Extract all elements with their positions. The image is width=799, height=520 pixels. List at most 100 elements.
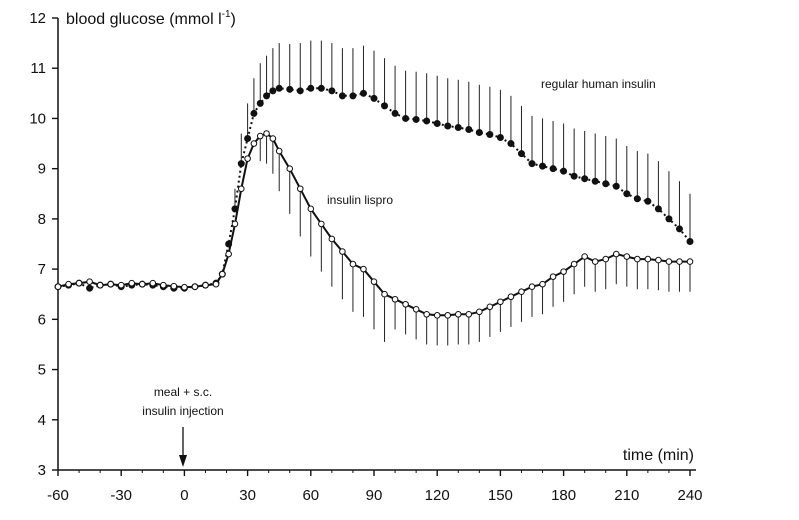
data-point-lispro: [328, 235, 336, 243]
data-point-regular: [675, 225, 683, 233]
data-point-lispro: [391, 295, 399, 303]
y-tick-label-9: 9: [38, 161, 46, 178]
y-tick-label-8: 8: [38, 211, 46, 228]
axes: [57, 18, 696, 471]
data-point-regular: [231, 205, 239, 213]
data-point-lispro: [65, 280, 72, 288]
y-tick-label-11: 11: [30, 60, 46, 77]
data-point-regular: [391, 109, 399, 117]
data-point-lispro: [275, 147, 283, 155]
data-point-lispro: [518, 288, 525, 296]
x-tick-label-240: 240: [677, 487, 702, 504]
data-point-lispro: [444, 312, 452, 319]
data-point-lispro: [225, 250, 232, 258]
data-point-lispro: [433, 312, 441, 319]
data-point-lispro: [634, 255, 641, 263]
data-point-regular: [269, 87, 277, 95]
data-point-lispro: [644, 255, 652, 263]
data-points: [54, 84, 694, 319]
data-point-regular: [581, 175, 589, 183]
data-point-regular: [654, 205, 662, 213]
data-point-lispro: [202, 281, 209, 289]
data-point-lispro: [250, 140, 258, 147]
event-label-line1: meal + s.c.: [154, 385, 212, 399]
data-point-regular: [496, 134, 504, 142]
series-label-lispro: insulin lispro: [327, 193, 393, 207]
data-point-regular: [381, 102, 389, 110]
data-point-regular: [86, 284, 94, 292]
data-point-lispro: [560, 268, 567, 275]
data-point-regular: [275, 84, 283, 92]
x-tick-label-180: 180: [551, 487, 576, 504]
ticks: 3 4 5 6 7 8 9 10 11 12 -60 -30 0 30 60 90 120 150 180 210 24…: [29, 10, 702, 504]
data-point-lispro: [160, 281, 167, 289]
y-axis-title: blood glucose (mmol l-1): [66, 9, 236, 28]
data-point-lispro: [655, 256, 662, 264]
data-point-regular: [237, 160, 245, 168]
data-point-regular: [402, 114, 410, 122]
data-point-regular: [486, 131, 494, 139]
data-point-regular: [602, 180, 610, 188]
data-point-regular: [256, 99, 264, 107]
x-tick-label-150: 150: [488, 487, 513, 504]
data-point-lispro: [623, 253, 631, 260]
data-point-regular: [528, 160, 536, 168]
data-point-lispro: [591, 258, 599, 265]
event-arrow-icon: [179, 427, 187, 467]
x-tick-label-120: 120: [425, 487, 450, 504]
data-point-lispro: [318, 220, 325, 228]
data-point-lispro: [676, 258, 683, 265]
data-point-lispro: [476, 308, 483, 316]
data-point-regular: [359, 89, 367, 97]
data-point-lispro: [128, 279, 136, 287]
data-point-regular: [644, 197, 652, 205]
data-point-regular: [665, 215, 673, 223]
data-point-lispro: [349, 260, 357, 268]
data-point-lispro: [686, 258, 694, 265]
data-point-lispro: [602, 255, 610, 263]
data-point-regular: [570, 172, 578, 180]
error-bars: [234, 40, 691, 346]
data-point-lispro: [370, 278, 378, 285]
x-axis-title: time (min): [623, 447, 694, 464]
data-point-lispro: [402, 300, 409, 308]
data-point-regular: [517, 150, 525, 158]
y-tick-label-3: 3: [38, 462, 46, 479]
data-point-regular: [623, 190, 631, 198]
data-point-regular: [549, 165, 557, 173]
data-point-lispro: [507, 293, 515, 301]
data-point-regular: [296, 87, 304, 95]
data-point-lispro: [170, 282, 178, 290]
data-point-regular: [307, 84, 315, 92]
data-point-lispro: [117, 281, 125, 289]
x-tick-label--60: -60: [47, 487, 69, 504]
data-point-lispro: [54, 283, 62, 290]
data-point-lispro: [539, 280, 546, 288]
y-tick-label-5: 5: [38, 362, 46, 379]
data-point-lispro: [75, 279, 83, 287]
data-point-lispro: [263, 130, 270, 137]
data-point-lispro: [86, 278, 93, 285]
data-point-lispro: [612, 250, 620, 258]
x-tick-label-210: 210: [614, 487, 639, 504]
data-point-lispro: [286, 165, 294, 172]
x-tick-label--30: -30: [110, 487, 132, 504]
data-point-regular: [612, 182, 620, 190]
data-point-regular: [465, 125, 473, 133]
data-point-regular: [338, 92, 346, 100]
data-point-regular: [433, 119, 441, 127]
data-point-regular: [317, 84, 325, 92]
series-label-regular: regular human insulin: [541, 77, 656, 91]
data-point-regular: [225, 240, 233, 248]
data-point-lispro: [107, 280, 114, 288]
series-line-regular-human-insulin: [57, 87, 691, 290]
data-point-lispro: [465, 311, 473, 318]
y-tick-label-10: 10: [29, 110, 46, 127]
data-point-lispro: [570, 260, 578, 268]
data-point-regular: [286, 85, 294, 93]
event-label-line2: insulin injection: [142, 404, 223, 418]
data-point-lispro: [307, 205, 315, 213]
y-tick-label-4: 4: [38, 412, 46, 429]
data-point-lispro: [454, 311, 462, 318]
